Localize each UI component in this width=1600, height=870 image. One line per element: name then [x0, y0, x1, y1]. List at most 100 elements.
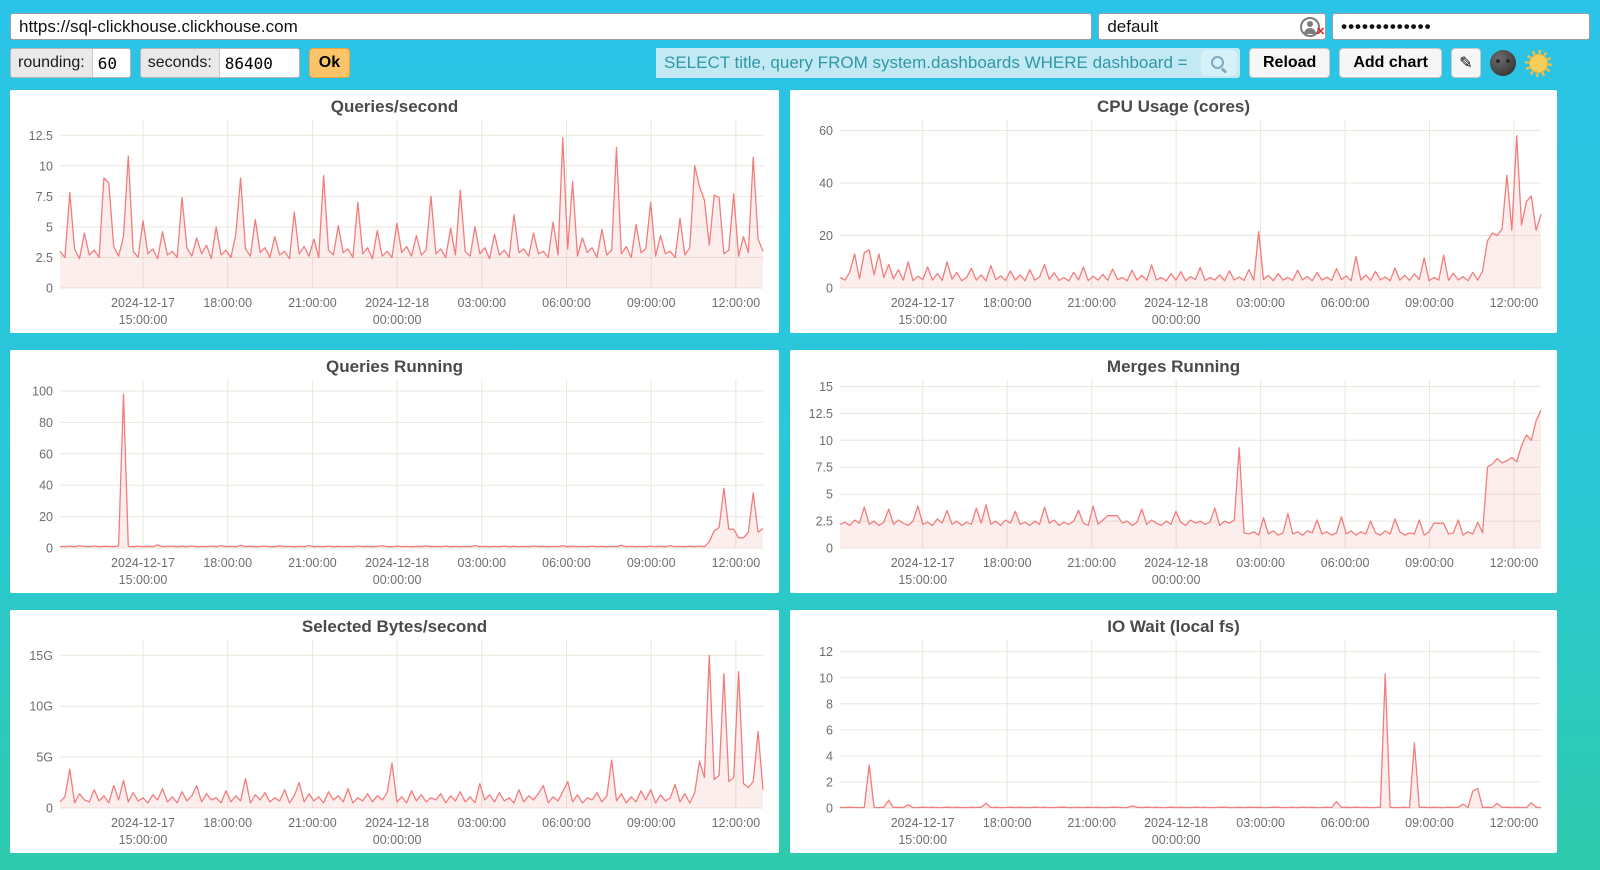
chart-canvas[interactable]: 0204060801002024-12-1715:00:0018:00:0021…: [10, 350, 779, 593]
pencil-icon: ✎: [1459, 55, 1472, 72]
svg-text:0: 0: [826, 282, 833, 296]
password-input[interactable]: [1332, 13, 1590, 40]
svg-text:03:00:00: 03:00:00: [1236, 556, 1285, 570]
chart-card-queries-per-second: Queries/second 02.557.51012.52024-12-171…: [10, 90, 779, 333]
svg-text:2024-12-17: 2024-12-17: [891, 816, 955, 830]
svg-text:06:00:00: 06:00:00: [542, 816, 591, 830]
svg-text:5G: 5G: [36, 751, 53, 765]
search-button[interactable]: [1201, 50, 1237, 76]
svg-text:18:00:00: 18:00:00: [203, 816, 252, 830]
chart-card-cpu-usage: CPU Usage (cores) 02040602024-12-1715:00…: [790, 90, 1557, 333]
svg-text:8: 8: [826, 697, 833, 711]
svg-text:21:00:00: 21:00:00: [1067, 556, 1116, 570]
svg-text:0: 0: [46, 282, 53, 296]
seconds-label: seconds:: [141, 49, 219, 77]
svg-text:40: 40: [819, 177, 833, 191]
svg-text:2: 2: [826, 776, 833, 790]
chart-card-selected-bytes: Selected Bytes/second 05G10G15G2024-12-1…: [10, 610, 779, 853]
svg-text:2024-12-18: 2024-12-18: [365, 816, 429, 830]
svg-text:4: 4: [826, 749, 833, 763]
server-url-input[interactable]: [10, 13, 1092, 40]
theme-light-toggle-sun-icon[interactable]: [1525, 50, 1552, 77]
svg-text:06:00:00: 06:00:00: [1321, 296, 1370, 310]
svg-text:09:00:00: 09:00:00: [627, 816, 676, 830]
user-input[interactable]: [1098, 13, 1326, 40]
user-icon-error-badge: ✕: [1316, 27, 1325, 38]
svg-text:09:00:00: 09:00:00: [1405, 816, 1454, 830]
svg-text:7.5: 7.5: [816, 461, 833, 475]
theme-dark-toggle-moon-icon[interactable]: [1490, 50, 1516, 76]
svg-text:2024-12-18: 2024-12-18: [1144, 556, 1208, 570]
svg-text:0: 0: [826, 802, 833, 816]
svg-text:15:00:00: 15:00:00: [898, 313, 947, 327]
svg-text:100: 100: [32, 385, 53, 399]
svg-text:2024-12-17: 2024-12-17: [111, 556, 175, 570]
svg-text:10: 10: [39, 159, 53, 173]
svg-text:80: 80: [39, 416, 53, 430]
svg-text:03:00:00: 03:00:00: [457, 296, 506, 310]
svg-text:12:00:00: 12:00:00: [712, 816, 761, 830]
svg-text:15:00:00: 15:00:00: [119, 573, 168, 587]
svg-text:09:00:00: 09:00:00: [1405, 296, 1454, 310]
dashboard-query-input[interactable]: [656, 48, 1201, 78]
chart-canvas[interactable]: 0246810122024-12-1715:00:0018:00:0021:00…: [790, 610, 1557, 853]
svg-text:20: 20: [819, 229, 833, 243]
svg-text:09:00:00: 09:00:00: [627, 296, 676, 310]
chart-canvas[interactable]: 05G10G15G2024-12-1715:00:0018:00:0021:00…: [10, 610, 779, 853]
svg-text:18:00:00: 18:00:00: [203, 296, 252, 310]
chart-card-io-wait: IO Wait (local fs) 0246810122024-12-1715…: [790, 610, 1557, 853]
svg-text:15: 15: [819, 380, 833, 394]
edit-charts-button[interactable]: ✎: [1451, 48, 1481, 78]
svg-text:0: 0: [46, 802, 53, 816]
svg-text:09:00:00: 09:00:00: [1405, 556, 1454, 570]
svg-text:10G: 10G: [29, 700, 53, 714]
ok-button[interactable]: Ok: [309, 48, 350, 78]
svg-text:00:00:00: 00:00:00: [373, 313, 422, 327]
svg-text:06:00:00: 06:00:00: [1321, 816, 1370, 830]
rounding-chip: rounding:: [10, 48, 131, 78]
svg-text:12:00:00: 12:00:00: [712, 296, 761, 310]
svg-text:2024-12-18: 2024-12-18: [1144, 816, 1208, 830]
svg-text:0: 0: [826, 542, 833, 556]
svg-text:15:00:00: 15:00:00: [119, 833, 168, 847]
search-icon: [1210, 55, 1227, 72]
svg-text:0: 0: [46, 542, 53, 556]
svg-text:18:00:00: 18:00:00: [983, 556, 1032, 570]
svg-text:06:00:00: 06:00:00: [542, 556, 591, 570]
svg-text:15G: 15G: [29, 649, 53, 663]
right-controls: Reload Add chart ✎: [656, 48, 1552, 78]
svg-text:12:00:00: 12:00:00: [1490, 816, 1539, 830]
svg-text:21:00:00: 21:00:00: [288, 556, 337, 570]
chart-card-merges-running: Merges Running 02.557.51012.5152024-12-1…: [790, 350, 1557, 593]
svg-text:2024-12-18: 2024-12-18: [365, 296, 429, 310]
seconds-input[interactable]: [219, 49, 299, 77]
chart-canvas[interactable]: 02040602024-12-1715:00:0018:00:0021:00:0…: [790, 90, 1557, 333]
svg-text:5: 5: [826, 488, 833, 502]
svg-text:03:00:00: 03:00:00: [1236, 816, 1285, 830]
svg-text:00:00:00: 00:00:00: [1152, 833, 1201, 847]
svg-text:00:00:00: 00:00:00: [1152, 313, 1201, 327]
svg-text:15:00:00: 15:00:00: [898, 573, 947, 587]
svg-text:21:00:00: 21:00:00: [1067, 296, 1116, 310]
reload-button[interactable]: Reload: [1249, 48, 1330, 78]
controls-bar: rounding: seconds: Ok Reload Add chart ✎: [0, 40, 1600, 78]
svg-text:40: 40: [39, 479, 53, 493]
svg-text:21:00:00: 21:00:00: [1067, 816, 1116, 830]
rounding-input[interactable]: [92, 49, 130, 77]
svg-text:2024-12-18: 2024-12-18: [365, 556, 429, 570]
chart-canvas[interactable]: 02.557.51012.5152024-12-1715:00:0018:00:…: [790, 350, 1557, 593]
user-field-wrap: ✕: [1098, 13, 1326, 40]
svg-text:60: 60: [819, 124, 833, 138]
chart-canvas[interactable]: 02.557.51012.52024-12-1715:00:0018:00:00…: [10, 90, 779, 333]
svg-text:2024-12-17: 2024-12-17: [891, 296, 955, 310]
svg-text:15:00:00: 15:00:00: [119, 313, 168, 327]
svg-text:5: 5: [46, 220, 53, 234]
svg-text:6: 6: [826, 723, 833, 737]
svg-text:2024-12-17: 2024-12-17: [891, 556, 955, 570]
dashboard-query-group: [656, 48, 1240, 78]
seconds-chip: seconds:: [140, 48, 300, 78]
add-chart-button[interactable]: Add chart: [1339, 48, 1442, 78]
svg-text:20: 20: [39, 510, 53, 524]
svg-text:06:00:00: 06:00:00: [1321, 556, 1370, 570]
svg-text:18:00:00: 18:00:00: [983, 816, 1032, 830]
